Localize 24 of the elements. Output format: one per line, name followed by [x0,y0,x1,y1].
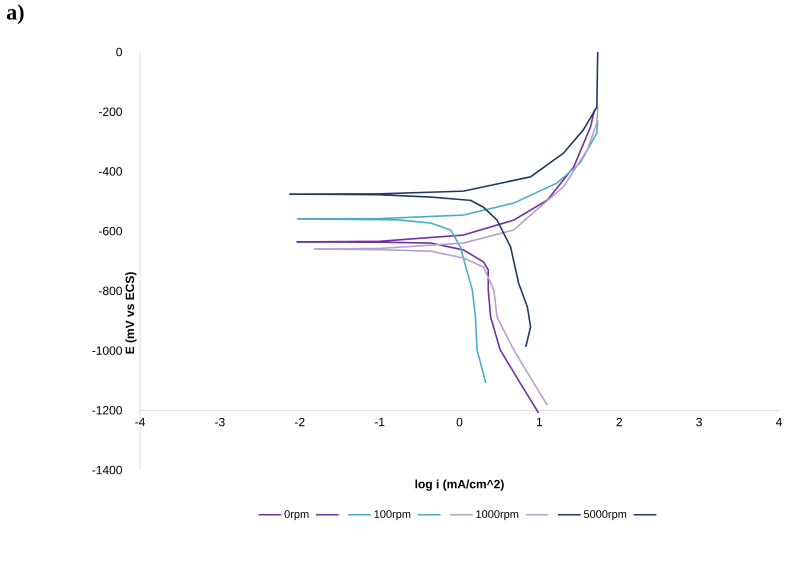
x-tick-label: -1 [374,418,384,426]
chart-title: a) [6,4,24,24]
x-tick-label: -2 [294,418,304,426]
y-axis-title: E (mV vs ECS) [125,272,136,354]
x-tick-label: 4 [776,418,782,426]
legend-label: 0rpm [284,510,308,520]
x-tick-label: -3 [215,418,225,426]
x-tick-label: 0 [456,418,462,426]
legend-label: 100rpm [374,510,410,520]
y-tick-label: -1400 [92,466,122,474]
x-tick-label: 2 [616,418,622,426]
y-tick-label: 0 [116,48,122,56]
legend-label: 1000rpm [476,510,518,520]
x-tick-label: -4 [135,418,145,426]
y-tick-label: -1200 [92,406,122,415]
y-tick-label: -600 [98,226,122,236]
legend-label: 5000rpm [584,510,626,520]
y-tick-label: -200 [98,107,122,116]
y-tick-label: -800 [98,286,122,296]
y-tick-label: -1000 [92,346,122,355]
y-tick-label: -400 [98,167,122,176]
x-axis-title: log i (mA/cm^2) [415,480,504,491]
x-tick-label: 1 [536,418,542,426]
x-tick-label: 3 [696,418,702,426]
